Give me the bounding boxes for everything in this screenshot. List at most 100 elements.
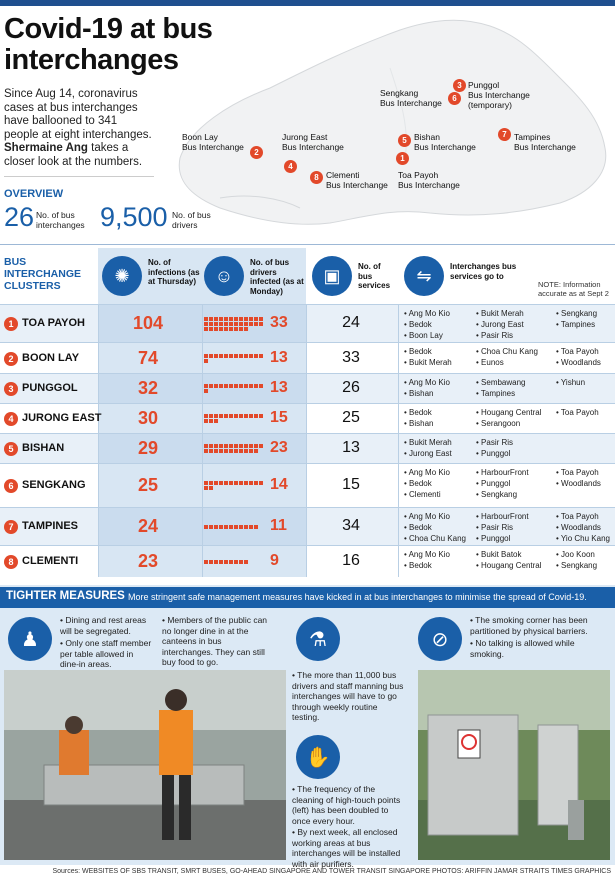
- destination-item: • Bedok: [404, 478, 450, 489]
- destination-item: • Yio Chu Kang: [556, 533, 610, 544]
- driver-mark: [209, 384, 213, 388]
- destination-name: Yio Chu Kang: [560, 534, 610, 543]
- intro-author-tail: takes a closer look at the numbers.: [4, 142, 143, 168]
- destination-item: • Sembawang: [476, 377, 526, 388]
- bullet: •: [556, 534, 561, 543]
- footer-credits: Sources: WEBSITES OF SBS TRANSIT, SMRT B…: [52, 868, 611, 875]
- column-divider: [398, 546, 399, 577]
- row-services: 33: [342, 348, 360, 366]
- driver-mark: [219, 326, 223, 331]
- driver-mark: [219, 316, 223, 321]
- row-destinations: • Ang Mo Kio • Bedok • Choa Chu Kang: [404, 511, 466, 544]
- driver-mark: [224, 481, 228, 485]
- bullet: •: [404, 512, 409, 521]
- map-label-punggol: Punggol Bus Interchange (temporary): [468, 80, 530, 110]
- bullet: •: [404, 438, 410, 447]
- destination-name: Pasir Ris: [481, 331, 514, 340]
- bullet: •: [404, 320, 410, 329]
- photo-smoking-corner: [418, 670, 610, 860]
- row-cluster-name: SENGKANG: [22, 479, 86, 491]
- row-destinations: • Ang Mo Kio • Bishan: [404, 377, 450, 399]
- destination-item: • Serangoon: [476, 418, 542, 429]
- map-pin-6: 6: [448, 92, 461, 105]
- virus-icon: ✺: [102, 256, 142, 296]
- row-infections: 24: [137, 516, 159, 536]
- row-number-badge: 7: [4, 520, 18, 534]
- divider: [4, 176, 154, 177]
- driver-mark: [204, 316, 208, 321]
- driver-mark: [259, 384, 263, 388]
- driver-mark: [234, 384, 238, 388]
- driver-mark: [214, 353, 218, 358]
- row-destinations: • HarbourFront • Pasir Ris • Punggol: [476, 511, 529, 544]
- driver-mark: [204, 358, 208, 363]
- destination-name: Jurong East: [409, 449, 452, 458]
- row-drivers-bar: [204, 559, 266, 564]
- destination-item: • Toa Payoh: [556, 467, 601, 478]
- column-divider: [306, 434, 307, 463]
- top-rule: [0, 0, 615, 6]
- measure-dining-a: • Dining and rest areas will be segregat…: [60, 615, 147, 636]
- destination-item: • Hougang Central: [476, 560, 542, 571]
- photo-cleaning-image: [4, 670, 286, 860]
- driver-mark: [239, 326, 243, 331]
- map-label-boon-lay: Boon Lay Bus Interchange: [182, 132, 244, 152]
- bullet: •: [404, 358, 410, 367]
- bullet: •: [476, 449, 482, 458]
- driver-mark: [209, 559, 213, 564]
- intro-text: Since Aug 14, coronavirus cases at bus i…: [4, 88, 154, 169]
- row-destinations: • Bedok • Bukit Merah: [404, 346, 452, 368]
- driver-mark: [224, 353, 228, 358]
- column-divider: [98, 374, 99, 403]
- driver-mark: [204, 524, 208, 529]
- row-number-badge: 6: [4, 479, 18, 493]
- driver-mark: [229, 316, 233, 321]
- row-infections: 74: [137, 347, 159, 368]
- row-drivers-bar: [204, 444, 266, 453]
- destination-name: Serangoon: [481, 419, 521, 428]
- row-infections: 32: [137, 378, 159, 398]
- destination-name: Boon Lay: [409, 331, 443, 340]
- destination-name: Ang Mo Kio: [408, 550, 450, 559]
- measure-testing: • The more than 11,000 bus drivers and s…: [292, 670, 404, 722]
- driver-mark: [234, 449, 238, 453]
- destination-name: Eunos: [481, 358, 504, 367]
- destination-item: • Pasir Ris: [476, 437, 513, 448]
- destination-item: • Joo Koon: [556, 549, 597, 560]
- destination-item: • Sengkang: [556, 308, 597, 319]
- photo-cleaning: [4, 670, 286, 860]
- column-divider: [398, 305, 399, 342]
- destination-item: • Ang Mo Kio: [404, 511, 466, 522]
- destination-name: Ang Mo Kio: [408, 468, 450, 477]
- overview-interchanges-label: No. of bus interchanges: [36, 210, 85, 230]
- destination-name: Clementi: [409, 490, 441, 499]
- column-divider: [306, 343, 307, 373]
- divider: [0, 244, 615, 245]
- driver-mark: [209, 414, 213, 418]
- driver-mark: [229, 444, 233, 448]
- destination-item: • Bedok: [404, 560, 450, 571]
- driver-mark: [229, 524, 233, 529]
- driver-mark: [249, 444, 253, 448]
- bus-icon: ▣: [312, 256, 352, 296]
- column-divider: [398, 508, 399, 545]
- header-note: NOTE: Information accurate as at Sept 2: [538, 280, 609, 298]
- driver-mark: [224, 384, 228, 388]
- driver-mark: [224, 559, 228, 564]
- overview-drivers-label: No. of bus drivers: [172, 210, 211, 230]
- row-services: 26: [342, 379, 360, 396]
- map-pin-7: 7: [498, 128, 511, 141]
- destination-item: • Punggol: [476, 533, 529, 544]
- row-drivers: 14: [270, 476, 288, 493]
- measures-title: TIGHTER MEASURES: [6, 590, 125, 602]
- row-infections: 25: [137, 475, 159, 495]
- header-services: No. of bus services: [358, 262, 391, 290]
- destination-name: Toa Payoh: [560, 408, 599, 417]
- driver-mark: [214, 316, 218, 321]
- destination-item: • Bukit Merah: [404, 437, 452, 448]
- destination-name: Ang Mo Kio: [408, 378, 450, 387]
- driver-mark: [209, 353, 213, 358]
- destination-name: Bishan: [409, 419, 434, 428]
- bullet: •: [476, 389, 481, 398]
- destination-item: • Toa Payoh: [556, 407, 599, 418]
